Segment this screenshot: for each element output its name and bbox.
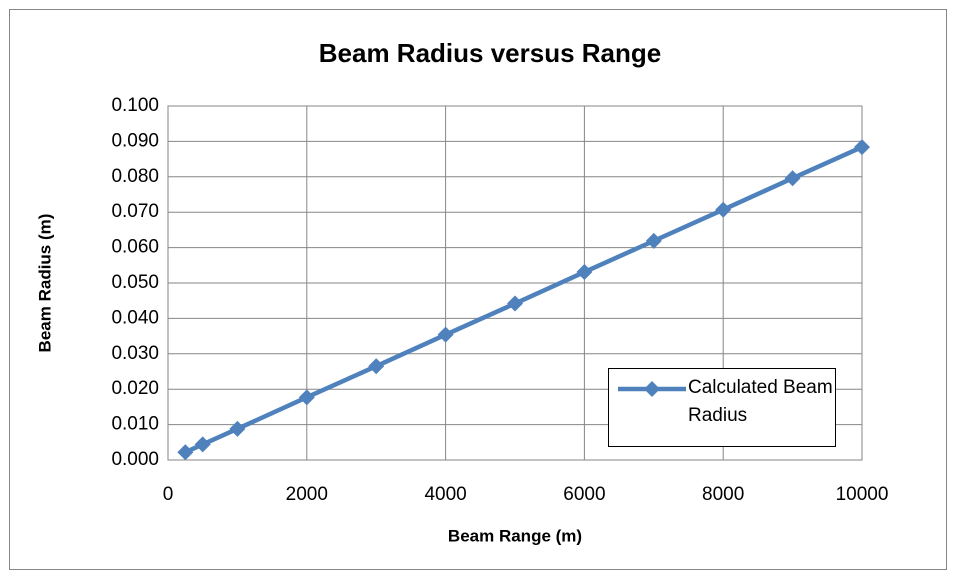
y-tick-label: 0.030 [111, 343, 159, 364]
y-tick-label: 0.000 [111, 449, 159, 470]
x-axis-label: Beam Range (m) [448, 526, 582, 545]
x-tick-label: 8000 [702, 484, 744, 505]
marker [854, 139, 870, 156]
series-line [184, 145, 863, 455]
x-tick-label: 6000 [563, 484, 605, 505]
marker [177, 444, 194, 461]
x-tick-label: 4000 [424, 484, 466, 505]
y-tick-label: 0.070 [111, 201, 159, 222]
legend-label-box: Calculated Beam Radius [688, 377, 833, 426]
chart-border [9, 9, 947, 570]
marker [368, 358, 385, 375]
marker [507, 295, 523, 312]
x-tick-label: 2000 [286, 484, 328, 505]
y-tick-label: 0.090 [111, 130, 159, 151]
legend-box [608, 368, 836, 447]
legend-marker [644, 381, 660, 397]
x-tick-label: 0 [163, 484, 174, 505]
marker [715, 201, 732, 218]
x-tick-label: 10000 [836, 484, 889, 505]
marker [576, 264, 593, 281]
y-tick-label: 0.010 [111, 414, 159, 435]
marker [194, 436, 211, 453]
legend-label: Calculated Beam Radius [688, 377, 833, 426]
chart-title: Beam Radius versus Range [319, 38, 661, 68]
marker [784, 170, 801, 187]
marker [229, 420, 246, 437]
marker [298, 389, 315, 406]
y-axis-label: Beam Radius (m) [35, 214, 54, 353]
marker [645, 232, 662, 249]
y-tick-label: 0.050 [111, 272, 159, 293]
y-tick-label: 0.100 [111, 95, 159, 116]
marker [437, 326, 454, 343]
plot-border [167, 105, 863, 461]
y-tick-label: 0.060 [111, 237, 159, 258]
y-tick-label: 0.020 [111, 378, 159, 399]
y-tick-label: 0.080 [111, 166, 159, 187]
y-tick-label: 0.040 [111, 307, 159, 328]
